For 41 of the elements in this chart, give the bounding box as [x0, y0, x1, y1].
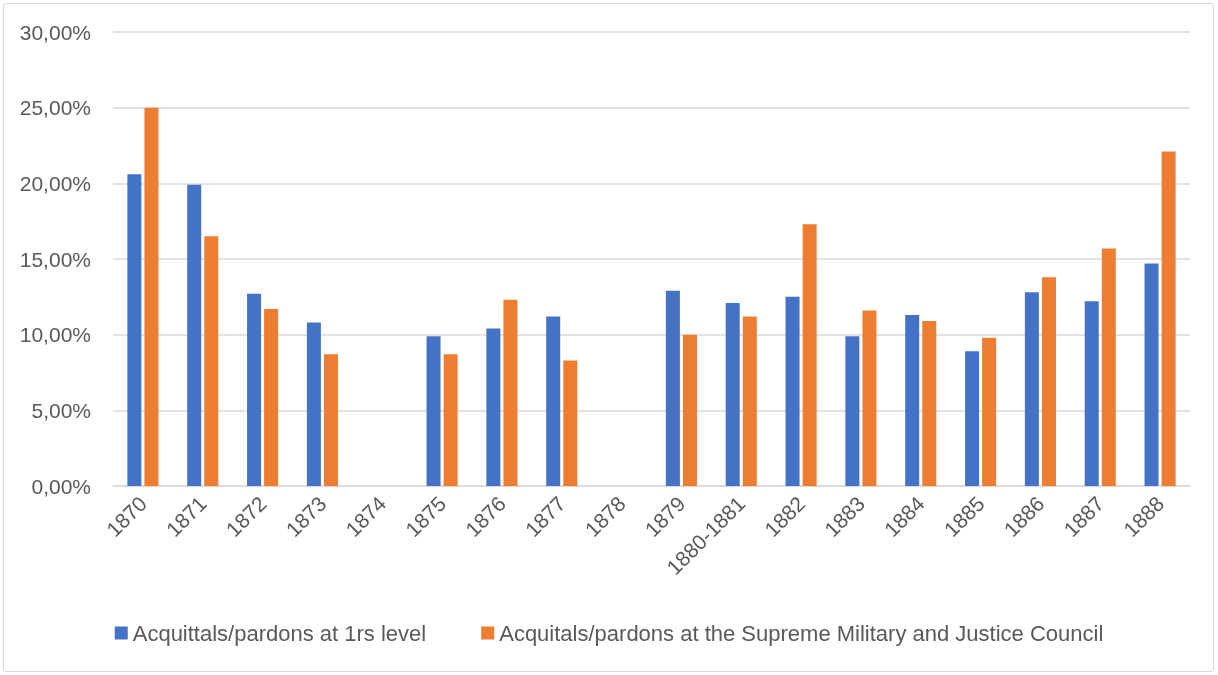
bar	[982, 337, 997, 486]
y-tick-label: 20,00%	[19, 171, 91, 195]
bar	[204, 236, 219, 486]
bar	[247, 293, 262, 486]
y-tick-label: 25,00%	[19, 96, 91, 120]
bar	[785, 296, 800, 486]
bar	[1041, 277, 1056, 486]
bar	[1161, 151, 1176, 486]
bar	[682, 334, 697, 486]
bar	[187, 184, 202, 486]
bar	[922, 321, 937, 486]
bar	[965, 351, 980, 486]
bar	[144, 107, 159, 486]
y-tick-label: 5,00%	[31, 398, 91, 422]
bar	[306, 322, 321, 486]
bar	[862, 310, 877, 486]
bar	[264, 308, 279, 486]
bar	[426, 336, 441, 486]
bar	[546, 316, 561, 486]
bar	[905, 314, 920, 486]
bar	[1084, 301, 1099, 486]
bar	[1101, 248, 1116, 486]
bar	[323, 354, 338, 486]
y-tick-label: 0,00%	[31, 474, 91, 498]
bar	[127, 174, 142, 486]
legend-label: Acquittals/pardons at 1rs level	[132, 620, 427, 646]
legend-label: Acquitals/pardons at the Supreme Military and Justice Council	[499, 620, 1104, 646]
y-tick-label: 30,00%	[19, 20, 91, 44]
y-tick-label: 10,00%	[19, 323, 91, 347]
bar	[725, 302, 740, 486]
bar	[486, 328, 501, 486]
bar	[742, 316, 757, 486]
bar	[845, 336, 860, 486]
bar	[802, 224, 817, 486]
bar	[1144, 263, 1159, 486]
y-tick-label: 15,00%	[19, 247, 91, 271]
bar	[503, 299, 518, 486]
bar	[563, 360, 578, 486]
bar	[665, 290, 680, 486]
bar	[443, 354, 458, 486]
bar	[1024, 292, 1039, 486]
